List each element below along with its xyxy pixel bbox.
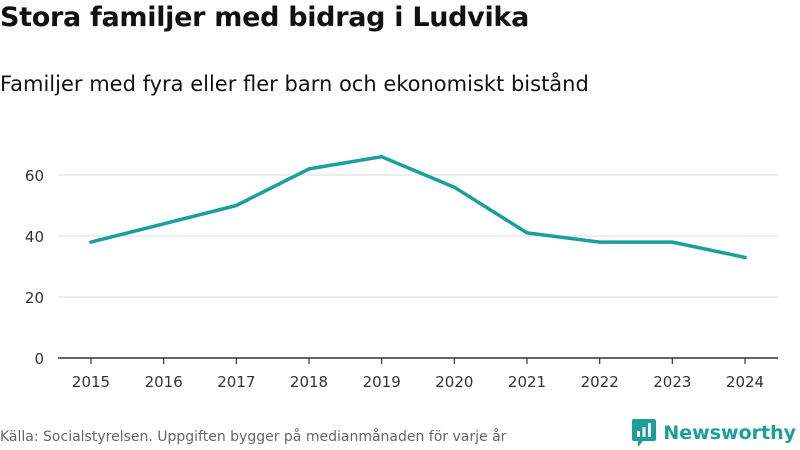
- x-tick-label: 2019: [363, 373, 401, 391]
- x-tick-label: 2016: [145, 373, 183, 391]
- series-line: [89, 154, 747, 260]
- brand-name: Newsworthy: [663, 422, 796, 444]
- chart-title: Stora familjer med bidrag i Ludvika: [0, 2, 530, 33]
- x-tick-label: 2018: [290, 373, 328, 391]
- x-tick-label: 2022: [581, 373, 619, 391]
- y-tick-label: 20: [25, 289, 44, 307]
- y-tick-label: 0: [34, 350, 44, 368]
- x-tick-label: 2015: [72, 373, 110, 391]
- y-tick-label: 60: [25, 167, 44, 185]
- x-tick-label: 2024: [726, 373, 764, 391]
- brand: Newsworthy: [631, 418, 796, 448]
- x-tick-label: 2023: [653, 373, 691, 391]
- chart-subtitle: Familjer med fyra eller fler barn och ek…: [0, 72, 589, 96]
- source-note: Källa: Socialstyrelsen. Uppgiften bygger…: [0, 429, 507, 445]
- x-tick-label: 2020: [435, 373, 473, 391]
- y-tick-label: 40: [25, 228, 44, 246]
- x-tick-label: 2021: [508, 373, 546, 391]
- line-chart: 0 20 40 60 2015 2016 2017 2018 2019 2020 2021 2022 2…: [25, 154, 778, 391]
- newsworthy-logo-icon: [632, 419, 657, 447]
- x-tick-label: 2017: [217, 373, 255, 391]
